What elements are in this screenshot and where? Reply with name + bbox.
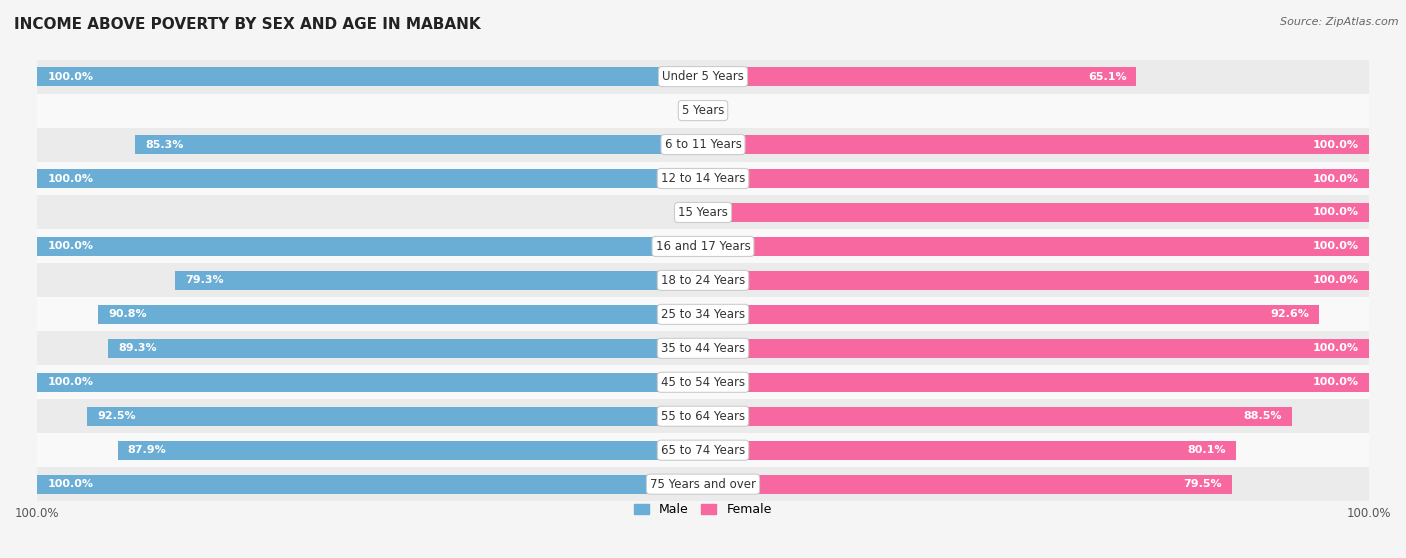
Bar	[703, 339, 1369, 358]
Bar	[37, 475, 703, 493]
Bar	[135, 135, 703, 154]
Text: 18 to 24 Years: 18 to 24 Years	[661, 274, 745, 287]
Text: 100.0%: 100.0%	[1313, 140, 1358, 150]
Bar	[703, 271, 1369, 290]
Text: 15 Years: 15 Years	[678, 206, 728, 219]
Bar	[37, 60, 1369, 94]
Text: Under 5 Years: Under 5 Years	[662, 70, 744, 83]
Bar	[37, 68, 703, 86]
Bar	[37, 365, 1369, 400]
Bar	[37, 195, 1369, 229]
Bar	[703, 441, 1236, 460]
Bar	[37, 297, 1369, 331]
Text: 12 to 14 Years: 12 to 14 Years	[661, 172, 745, 185]
Bar	[703, 407, 1292, 426]
Text: 16 and 17 Years: 16 and 17 Years	[655, 240, 751, 253]
Bar	[108, 339, 703, 358]
Text: 92.5%: 92.5%	[97, 411, 136, 421]
Bar	[87, 407, 703, 426]
Text: 45 to 54 Years: 45 to 54 Years	[661, 376, 745, 389]
Bar	[703, 237, 1369, 256]
Text: INCOME ABOVE POVERTY BY SEX AND AGE IN MABANK: INCOME ABOVE POVERTY BY SEX AND AGE IN M…	[14, 17, 481, 32]
Text: 100.0%: 100.0%	[1313, 208, 1358, 218]
Text: 65.1%: 65.1%	[1088, 71, 1126, 81]
Bar	[37, 373, 703, 392]
Bar	[176, 271, 703, 290]
Text: 92.6%: 92.6%	[1271, 309, 1309, 319]
Bar	[703, 203, 1369, 222]
Bar	[37, 263, 1369, 297]
Text: 87.9%: 87.9%	[128, 445, 166, 455]
Text: 100.0%: 100.0%	[1313, 377, 1358, 387]
Text: 100.0%: 100.0%	[1313, 174, 1358, 184]
Legend: Male, Female: Male, Female	[630, 498, 776, 521]
Text: 6 to 11 Years: 6 to 11 Years	[665, 138, 741, 151]
Text: 100.0%: 100.0%	[48, 71, 93, 81]
Text: 100.0%: 100.0%	[1313, 276, 1358, 285]
Bar	[703, 68, 1136, 86]
Bar	[37, 229, 1369, 263]
Text: 100.0%: 100.0%	[48, 174, 93, 184]
Text: 88.5%: 88.5%	[1244, 411, 1282, 421]
Bar	[37, 169, 703, 188]
Bar	[37, 161, 1369, 195]
Text: 5 Years: 5 Years	[682, 104, 724, 117]
Bar	[703, 475, 1232, 493]
Text: 100.0%: 100.0%	[48, 377, 93, 387]
Text: 55 to 64 Years: 55 to 64 Years	[661, 410, 745, 423]
Bar	[37, 94, 1369, 128]
Text: 89.3%: 89.3%	[118, 343, 157, 353]
Bar	[703, 169, 1369, 188]
Text: 100.0%: 100.0%	[48, 479, 93, 489]
Text: 100.0%: 100.0%	[1313, 242, 1358, 252]
Bar	[37, 331, 1369, 365]
Bar	[703, 373, 1369, 392]
Text: Source: ZipAtlas.com: Source: ZipAtlas.com	[1281, 17, 1399, 27]
Text: 65 to 74 Years: 65 to 74 Years	[661, 444, 745, 456]
Text: 80.1%: 80.1%	[1188, 445, 1226, 455]
Text: 79.3%: 79.3%	[186, 276, 224, 285]
Text: 79.5%: 79.5%	[1184, 479, 1222, 489]
Bar	[37, 400, 1369, 433]
Text: 100.0%: 100.0%	[48, 242, 93, 252]
Text: 75 Years and over: 75 Years and over	[650, 478, 756, 490]
Bar	[37, 128, 1369, 161]
Bar	[98, 305, 703, 324]
Bar	[703, 305, 1319, 324]
Bar	[118, 441, 703, 460]
Text: 35 to 44 Years: 35 to 44 Years	[661, 342, 745, 355]
Text: 85.3%: 85.3%	[145, 140, 183, 150]
Text: 25 to 34 Years: 25 to 34 Years	[661, 308, 745, 321]
Text: 90.8%: 90.8%	[108, 309, 148, 319]
Bar	[703, 135, 1369, 154]
Bar	[37, 237, 703, 256]
Text: 100.0%: 100.0%	[1313, 343, 1358, 353]
Bar	[37, 433, 1369, 467]
Bar	[37, 467, 1369, 501]
